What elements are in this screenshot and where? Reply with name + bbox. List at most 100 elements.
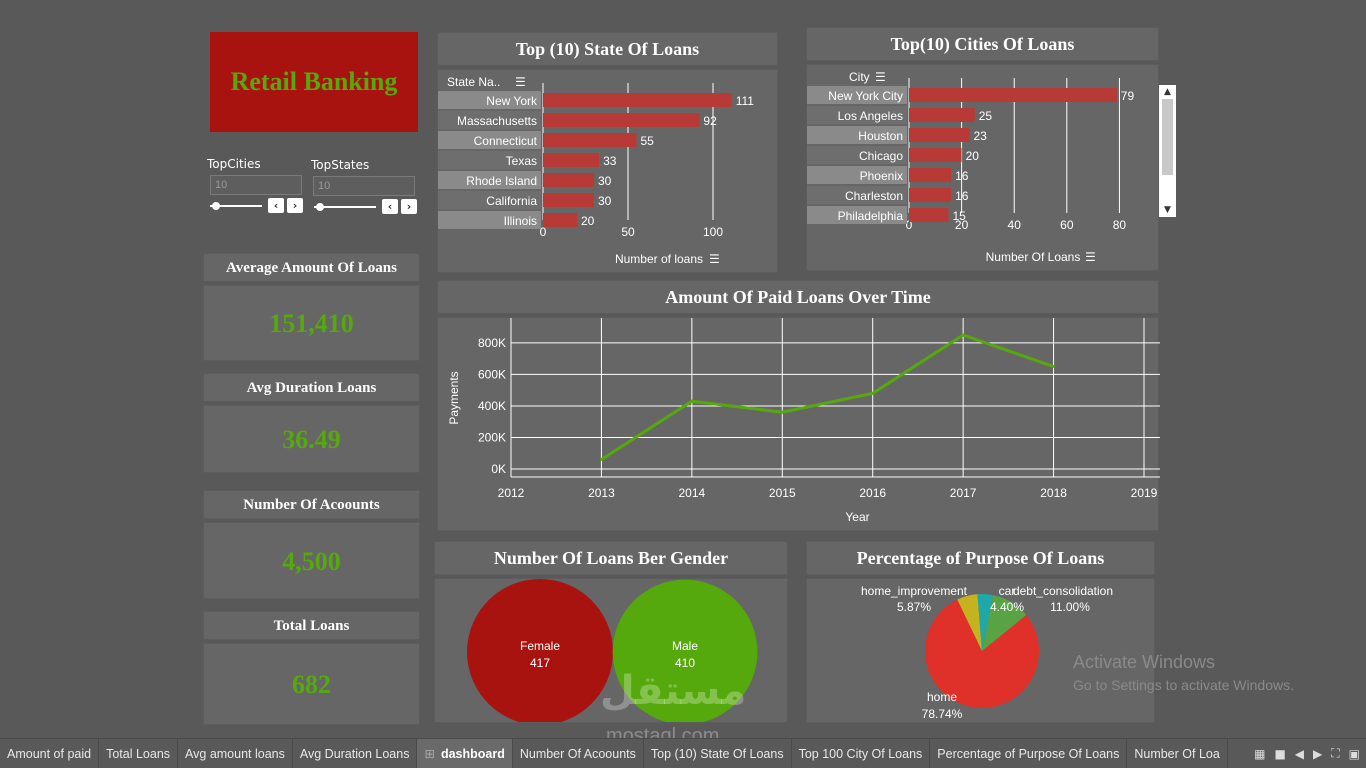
states-chart: State Na.. ☰ 0 50 100 New York 111 Massachusett…: [438, 75, 754, 266]
sheet-tab[interactable]: Avg amount loans: [178, 738, 293, 768]
payments-chart-panel: 0K 200K 400K 600K 800K 2012 2013 2014 2015 2016 20…: [437, 317, 1160, 531]
bar-value-label: 25: [979, 109, 993, 123]
scroll-down-icon[interactable]: ▼: [1164, 205, 1171, 215]
x-tick-label: 2019: [1131, 486, 1158, 500]
states-chart-title: Top (10) State Of Loans: [437, 32, 778, 66]
sheet-tab-label: Avg Duration Loans: [299, 746, 410, 761]
top-states-slider[interactable]: [314, 202, 376, 212]
sheet-tab[interactable]: Top 100 City Of Loans: [792, 738, 931, 768]
chevron-left-icon[interactable]: ‹: [268, 198, 284, 213]
sheet-tab[interactable]: Amount of paid: [0, 738, 100, 768]
sheet-tab[interactable]: ⊞ dashboard: [417, 738, 513, 768]
bar-value-label: 23: [974, 129, 988, 143]
gender-bubble-male: [612, 579, 758, 722]
top-states-input[interactable]: [313, 176, 415, 196]
gender-chart-title: Number Of Loans Ber Gender: [434, 541, 788, 575]
param-top-states-label: TopStates: [311, 158, 370, 172]
bar-value-label: 92: [703, 114, 717, 128]
data-point: [1052, 365, 1056, 369]
bar-value-label: 30: [598, 174, 612, 188]
purpose-chart: home_improvement 5.87% car 4.40% debt_consol…: [861, 584, 1113, 721]
x-axis-title: Number Of Loans: [986, 250, 1081, 264]
row-header-bg: [438, 211, 541, 229]
scroll-up-icon[interactable]: ▲: [1164, 87, 1171, 97]
bar: [543, 113, 700, 127]
dim-header: City: [849, 70, 870, 84]
fit-icon[interactable]: ⛶: [1331, 746, 1340, 760]
category-label: Rhode Island: [466, 174, 537, 188]
purpose-chart-title: Percentage of Purpose Of Loans: [806, 541, 1155, 575]
row-header-bg: [807, 206, 907, 224]
category-label: Philadelphia: [838, 209, 904, 223]
bubble-label: Female: [520, 639, 560, 653]
sheet-tab[interactable]: Total Loans: [99, 738, 179, 768]
x-tick-label: 2013: [588, 486, 615, 500]
x-tick-label: 40: [1008, 218, 1022, 232]
category-label: Phoenix: [860, 169, 903, 183]
top-cities-slider[interactable]: [210, 201, 262, 211]
kpi-avg-duration-title: Avg Duration Loans: [203, 373, 420, 402]
bar: [543, 153, 600, 167]
first-tab-icon[interactable]: ◀: [1294, 746, 1305, 761]
sheet-tab-label: Amount of paid: [7, 746, 92, 761]
bar: [909, 148, 962, 162]
cities-chart-title: Top(10) Cities Of Loans: [806, 27, 1159, 61]
sheet-tab[interactable]: Percentage of Purpose Of Loans: [930, 738, 1128, 768]
kpi-avg-amount-title: Average Amount Of Loans: [203, 253, 420, 282]
chevron-right-icon[interactable]: ›: [401, 199, 417, 214]
bar: [543, 93, 732, 107]
sort-icon: ☰: [515, 75, 526, 89]
x-tick-label: 2017: [950, 486, 977, 500]
x-tick-label: 2018: [1040, 486, 1067, 500]
cities-scrollbar[interactable]: ▲ ▼: [1159, 85, 1176, 217]
bar-value-label: 20: [581, 214, 595, 228]
chevron-left-icon[interactable]: ‹: [382, 199, 398, 214]
gender-chart-panel: Female 417 Male 410: [434, 578, 788, 723]
x-tick-label: 60: [1060, 218, 1074, 232]
bar: [909, 208, 949, 222]
chevron-right-icon[interactable]: ›: [287, 198, 303, 213]
y-tick-label: 600K: [478, 367, 506, 381]
x-tick-label: 2014: [679, 486, 706, 500]
pie-slice-debt_consolidation: [982, 595, 1027, 651]
sheet-tab-label: Number Of Loa: [1134, 746, 1220, 761]
sheet-tab-label: Avg amount loans: [185, 746, 285, 761]
sheet-tab[interactable]: Avg Duration Loans: [293, 738, 418, 768]
row-header-bg: [438, 131, 541, 149]
bar-value-label: 15: [952, 209, 966, 223]
next-tab-icon[interactable]: ▶: [1313, 746, 1323, 761]
row-header-bg: [438, 171, 541, 189]
row-header-bg: [807, 106, 907, 124]
row-header-bg: [807, 86, 907, 104]
sheet-tab[interactable]: Top (10) State Of Loans: [644, 738, 792, 768]
activate-windows-title: Activate Windows: [1073, 652, 1216, 672]
category-label: Los Angeles: [838, 109, 903, 123]
pie-slice-car: [977, 594, 994, 651]
list-view-icon[interactable]: ■: [1274, 746, 1286, 761]
sheet-tab[interactable]: Number Of Acoounts: [513, 738, 644, 768]
y-tick-label: 800K: [478, 336, 506, 350]
sheet-tab-label: dashboard: [440, 746, 505, 761]
x-axis-title: Number of loans: [615, 252, 703, 266]
category-label: Illinois: [504, 214, 537, 228]
sheet-tab[interactable]: Number Of Loa: [1127, 738, 1228, 768]
bar-value-label: 55: [641, 134, 655, 148]
slice-label: car: [999, 584, 1016, 598]
param-top-cities-label: TopCities: [207, 157, 261, 171]
category-label: Massachusetts: [457, 114, 537, 128]
present-icon[interactable]: ▣: [1348, 746, 1360, 761]
top-cities-input[interactable]: [210, 175, 302, 195]
sheet-tab-bar: Amount of paid Total Loans Avg amount loan…: [0, 738, 1366, 768]
row-header-bg: [438, 111, 541, 129]
sheet-tabs: Amount of paid Total Loans Avg amount loan…: [0, 738, 1248, 768]
category-label: Chicago: [859, 149, 903, 163]
category-label: Connecticut: [474, 134, 538, 148]
gender-chart: Female 417 Male 410: [467, 579, 758, 722]
scroll-thumb[interactable]: [1162, 99, 1173, 175]
grid-view-icon[interactable]: ▦: [1254, 746, 1266, 761]
bar-value-label: 16: [955, 169, 969, 183]
kpi-total-loans-title: Total Loans: [203, 611, 420, 640]
kpi-total-loans-value: 682: [203, 643, 420, 725]
data-point: [961, 333, 965, 337]
sort-icon: ☰: [875, 70, 886, 84]
